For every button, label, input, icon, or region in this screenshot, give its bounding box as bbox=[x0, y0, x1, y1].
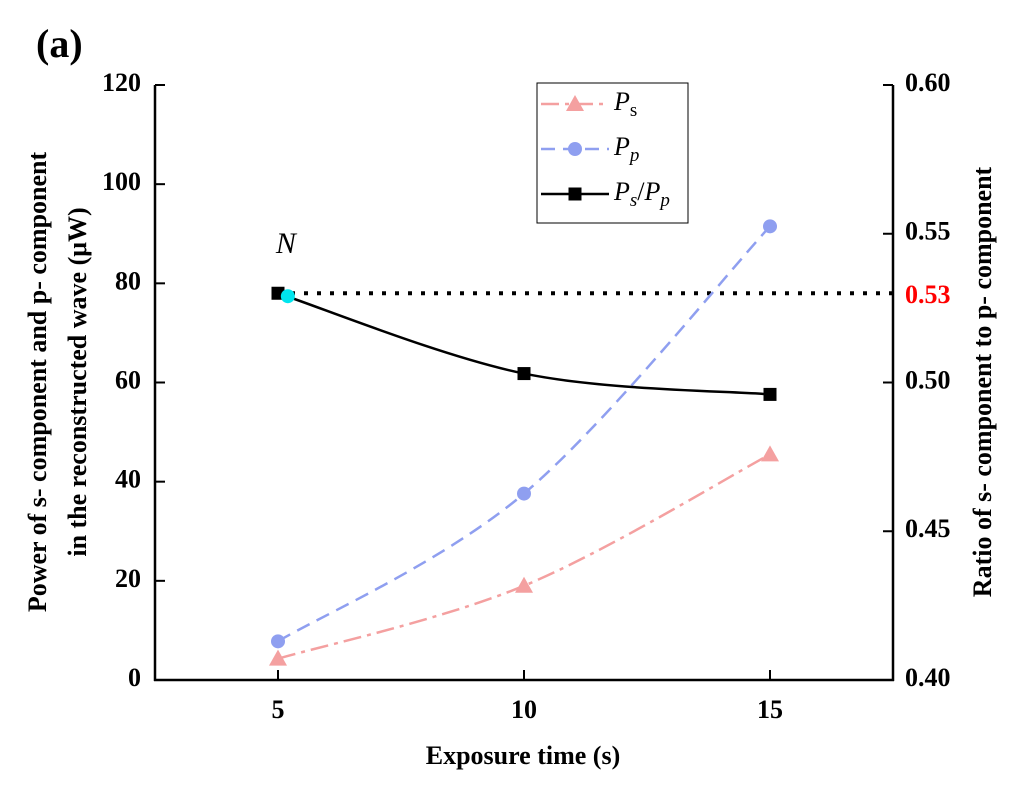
legend-label-part: P bbox=[644, 177, 661, 206]
legend-marker bbox=[568, 142, 582, 156]
legend-marker bbox=[566, 95, 584, 111]
data-point bbox=[515, 576, 533, 593]
legend-label-part: p bbox=[658, 190, 670, 211]
legend-label: Ps bbox=[613, 87, 637, 121]
x-tick-label: 15 bbox=[757, 695, 783, 724]
y2-tick-label: 0.60 bbox=[905, 68, 951, 97]
y2-tick-label: 0.45 bbox=[905, 514, 951, 543]
y-tick-label: 0 bbox=[128, 663, 141, 692]
x-tick-label: 10 bbox=[511, 695, 537, 724]
legend-box bbox=[536, 82, 689, 224]
reference-label: 0.53 bbox=[905, 280, 951, 309]
y2-tick-label: 0.50 bbox=[905, 365, 951, 394]
y-tick-label: 120 bbox=[102, 68, 141, 97]
y-tick-label: 100 bbox=[102, 167, 141, 196]
legend-label-part: p bbox=[628, 145, 640, 166]
y2-tick-label: 0.55 bbox=[905, 217, 951, 246]
legend-label-part: s bbox=[630, 100, 637, 121]
chart-title: (a) bbox=[36, 21, 83, 66]
y-tick-label: 80 bbox=[115, 266, 141, 295]
y2-tick-label: 0.40 bbox=[905, 663, 951, 692]
data-point bbox=[763, 219, 777, 234]
data-point bbox=[517, 486, 531, 501]
y-tick-label: 40 bbox=[115, 465, 141, 494]
data-point bbox=[763, 387, 777, 401]
legend-label-part: / bbox=[637, 177, 645, 206]
data-point bbox=[761, 445, 779, 462]
legend-label: Ps/Pp bbox=[613, 177, 670, 211]
data-point bbox=[269, 649, 287, 666]
annotation-point bbox=[280, 289, 295, 304]
legend-label-part: P bbox=[613, 132, 630, 161]
annotation-text: N bbox=[275, 227, 298, 260]
x-axis-label: Exposure time (s) bbox=[426, 741, 621, 770]
data-point bbox=[517, 367, 531, 381]
y-tick-label: 60 bbox=[115, 365, 141, 394]
series-line bbox=[277, 453, 771, 660]
y-axis-label: in the reconstructed wave (μW) bbox=[63, 207, 92, 556]
legend-label-part: s bbox=[630, 190, 637, 211]
data-point bbox=[271, 634, 285, 649]
y2-axis-label: Ratio of s- component to p- component bbox=[968, 166, 997, 597]
y-tick-label: 20 bbox=[115, 564, 141, 593]
legend-marker bbox=[568, 187, 582, 201]
legend-label: Pp bbox=[613, 132, 639, 166]
legend-label-part: P bbox=[613, 177, 630, 206]
legend-label-part: P bbox=[613, 87, 630, 116]
y-axis-label: Power of s- component and p- component bbox=[23, 152, 52, 613]
x-tick-label: 5 bbox=[272, 695, 285, 724]
